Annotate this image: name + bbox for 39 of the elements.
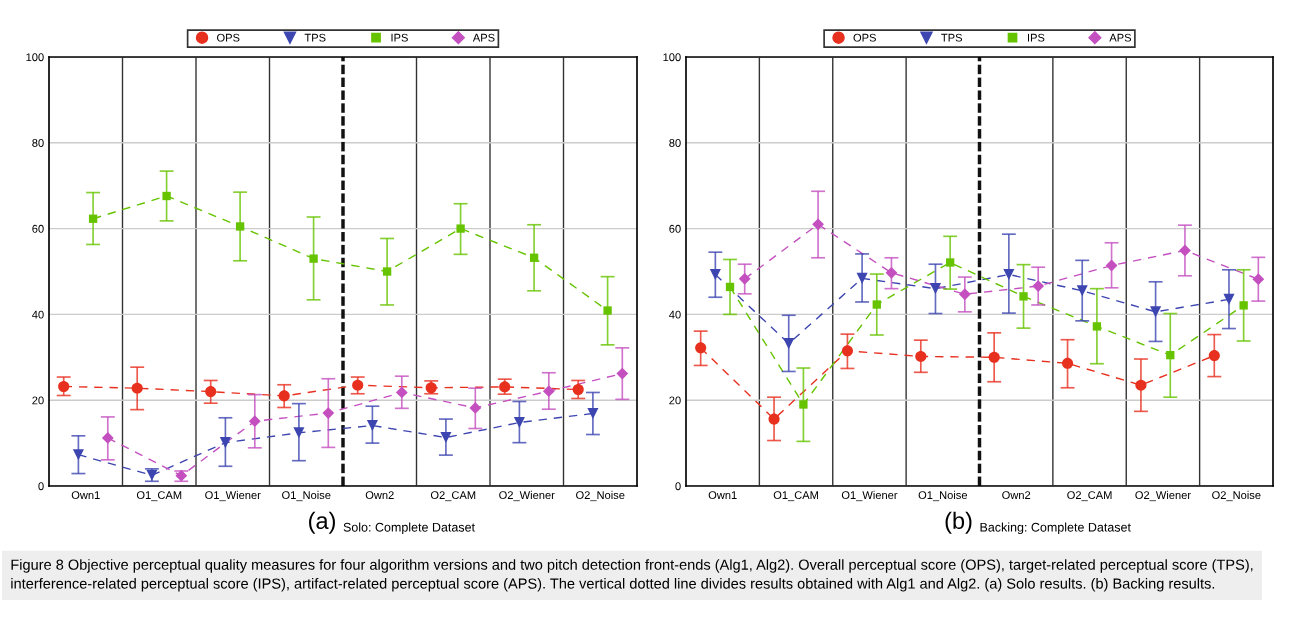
legend-label: OPS [217,33,240,42]
x-tick-label: O1_Wiener [205,490,261,502]
y-tick-label: 40 [669,310,681,319]
text: (b) Backing: Complete Dataset [945,511,1131,535]
x-tick-label: O1_CAM [773,491,818,502]
x-tick-label: O2_CAM [430,491,476,502]
legend-label: IPS [391,33,408,42]
x-tick-label: O1_CAM [136,491,182,502]
text: (a) Solo: Complete Dataset [309,511,475,535]
legend-label: OPS [853,33,876,42]
x-tick-label: O2_Wiener [1135,490,1191,502]
legend-label: APS [1109,33,1132,42]
legend-label: TPS [941,33,963,42]
x-tick-label: O2_Noise [576,490,625,502]
y-tick-label: 0 [38,482,44,491]
legend-label: TPS [304,33,326,42]
x-tick-label: O2_Wiener [499,490,555,502]
legend-label: IPS [1027,33,1045,42]
y-tick-label: 60 [32,224,44,233]
legend-label: APS [472,33,495,42]
y-tick-label: 100 [663,53,681,62]
y-tick-label: 20 [32,396,44,405]
x-tick-label: Own1 [708,491,737,500]
y-tick-label: 40 [32,310,44,319]
x-tick-label: Own2 [365,491,394,500]
x-tick-label: O2_Noise [1212,490,1261,502]
x-tick-label: O2_CAM [1067,491,1112,502]
x-tick-label: Own2 [1002,491,1031,500]
caption: Figure 8 Objective perceptual quality measures for four algorithm versions and two pitch detection front-ends (Alg1, Alg2). Overall perceptual score (OPS), target-related perceptual score (TPS), interference-related perceptual score (IPS), artifact-related perceptual score (APS). The vertical dotted line divides results obtained with Alg1 and Alg2. (a) Solo results. (b) Backing results. [11,559,1253,592]
y-tick-label: 80 [32,139,44,147]
y-tick-label: 0 [675,482,681,491]
y-tick-label: 20 [669,396,681,405]
x-tick-label: O1_Noise [918,490,968,502]
x-tick-label: O1_Wiener [841,490,898,502]
y-tick-label: 100 [26,53,44,62]
x-tick-label: O1_Noise [282,490,331,502]
y-tick-label: 80 [669,139,681,147]
y-tick-label: 60 [669,224,681,233]
x-tick-label: Own1 [71,491,100,500]
